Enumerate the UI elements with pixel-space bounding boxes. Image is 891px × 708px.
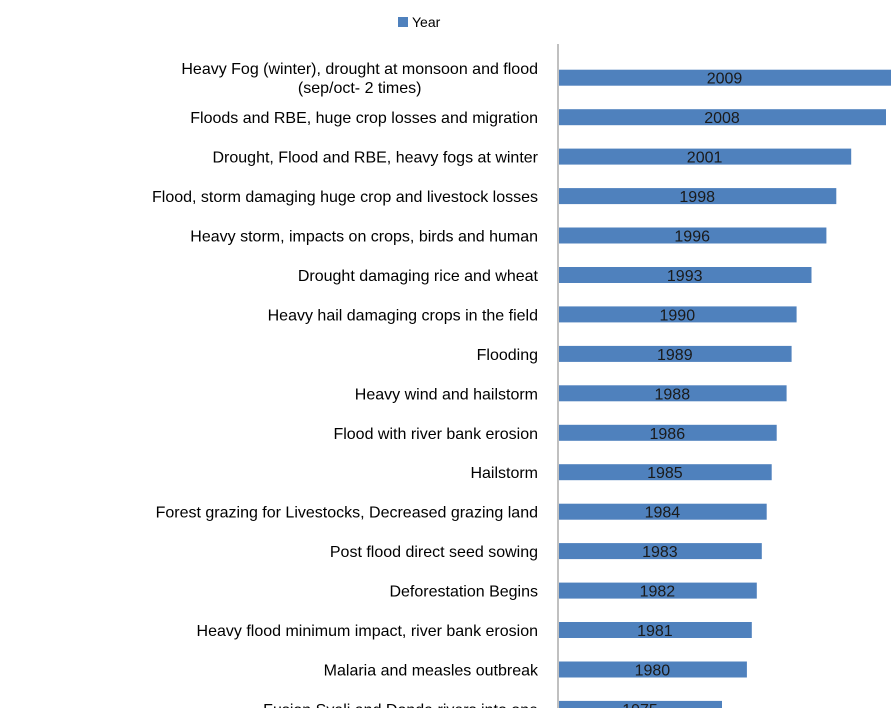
bar xyxy=(559,464,772,481)
category-label: Flood, storm damaging huge crop and live… xyxy=(152,189,538,206)
bar-value-label: 1993 xyxy=(667,268,703,285)
category-label: Heavy flood minimum impact, river bank e… xyxy=(197,623,538,640)
bar-value-label: 2001 xyxy=(687,150,723,167)
bar-value-label: 1990 xyxy=(660,307,696,324)
category-label: Drought damaging rice and wheat xyxy=(298,268,539,285)
bar xyxy=(559,582,757,599)
bar-value-label: 1986 xyxy=(650,426,686,443)
category-label: Deforestation Begins xyxy=(389,584,538,601)
category-label: (sep/oct- 2 times) xyxy=(298,80,422,97)
bar-value-label: 1980 xyxy=(635,663,671,680)
bar xyxy=(559,345,792,362)
category-label: Floods and RBE, huge crop losses and mig… xyxy=(190,110,538,127)
bar-value-label: 1984 xyxy=(645,505,681,522)
bar xyxy=(559,306,797,323)
category-label: Heavy storm, impacts on crops, birds and… xyxy=(190,229,538,246)
category-label: Malaria and measles outbreak xyxy=(324,663,539,680)
bar xyxy=(559,109,886,126)
bar-value-label: 1985 xyxy=(647,465,683,482)
bar-value-label: 1981 xyxy=(637,623,673,640)
bar-value-label: 1983 xyxy=(642,544,678,561)
category-label: Drought, Flood and RBE, heavy fogs at wi… xyxy=(212,150,538,167)
bar xyxy=(559,622,752,638)
bar xyxy=(559,69,891,86)
bar-value-label: 1989 xyxy=(657,347,693,364)
legend: Year xyxy=(398,14,441,30)
bar xyxy=(559,267,812,283)
bar-value-label: 1975 xyxy=(622,702,658,708)
bar-value-label: 1982 xyxy=(640,584,676,601)
legend-label-year: Year xyxy=(412,14,441,30)
category-label: Hailstorm xyxy=(470,465,538,482)
bars-group: 2009 2008 2001 1998 1996 1993 1990 1989 1988 1986… xyxy=(559,69,891,708)
bar xyxy=(559,503,767,520)
bar xyxy=(559,188,837,205)
category-label: Fusion Syali and Donda rivers into one xyxy=(263,702,538,708)
category-labels-group: Heavy Fog (winter), drought at monsoon a… xyxy=(152,61,539,708)
bar xyxy=(559,424,777,441)
category-label: Post flood direct seed sowing xyxy=(330,544,538,561)
bar xyxy=(559,148,852,165)
bar xyxy=(559,700,722,708)
bar xyxy=(559,661,747,678)
legend-swatch-year xyxy=(398,17,408,27)
category-label: Heavy wind and hailstorm xyxy=(355,386,538,403)
bar-value-label: 1988 xyxy=(655,386,691,403)
category-label: Flooding xyxy=(477,347,538,364)
category-label: Heavy hail damaging crops in the field xyxy=(268,307,538,324)
category-label: Forest grazing for Livestocks, Decreased… xyxy=(156,505,538,522)
bar-value-label: 1996 xyxy=(674,229,710,246)
bar xyxy=(559,227,827,244)
bar xyxy=(559,385,787,402)
bar xyxy=(559,543,762,560)
bar-value-label: 2008 xyxy=(704,110,740,127)
bar-value-label: 1998 xyxy=(679,189,715,206)
bar-value-label: 2009 xyxy=(707,71,743,88)
category-label: Heavy Fog (winter), drought at monsoon a… xyxy=(181,61,538,78)
category-label: Flood with river bank erosion xyxy=(333,426,538,443)
